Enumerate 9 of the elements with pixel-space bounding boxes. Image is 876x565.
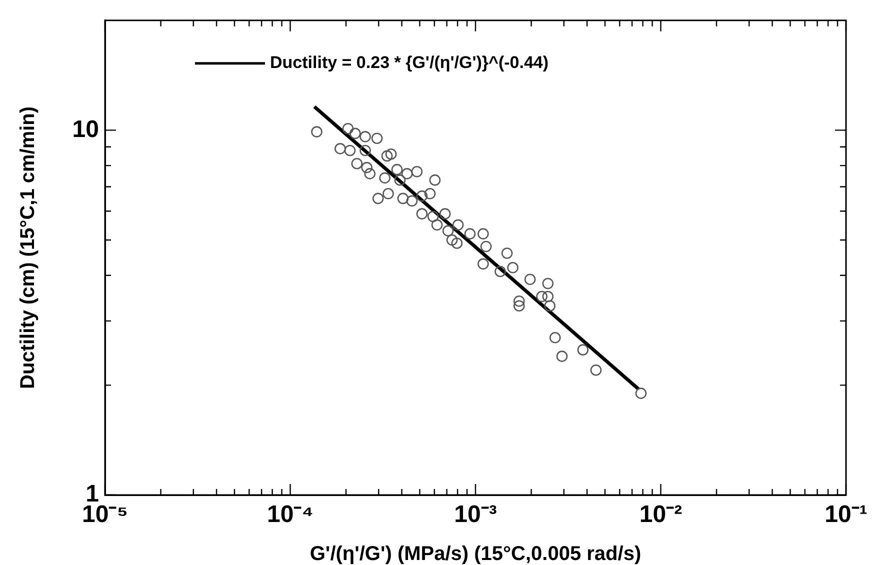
- legend-label: Ductility = 0.23 * {G'/(η'/G')}^(-0.44): [270, 53, 549, 72]
- x-tick-label: 10⁻⁵: [82, 501, 128, 528]
- y-axis-title: Ductility (cm) (15°C,1 cm/min): [17, 106, 39, 389]
- x-tick-label: 10⁻³: [454, 501, 497, 528]
- x-tick-label: 10⁻¹: [824, 501, 868, 528]
- x-tick-label: 10⁻⁴: [266, 501, 314, 528]
- x-tick-label: 10⁻²: [639, 501, 682, 528]
- y-tick-label: 10: [72, 116, 99, 143]
- x-axis-title: G'/(η'/G') (MPa/s) (15°C,0.005 rad/s): [310, 543, 642, 565]
